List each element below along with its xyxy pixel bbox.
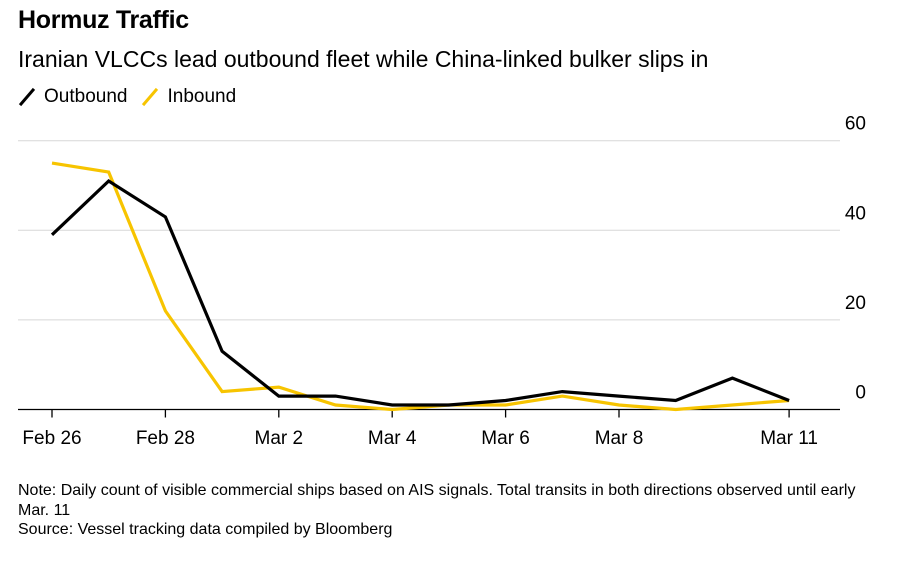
x-tick-label: Feb 26 [22, 428, 81, 449]
grid-lines [18, 140, 840, 321]
y-tick-label: 40 [845, 203, 866, 224]
x-tick-label: Mar 8 [595, 428, 644, 449]
legend-item-outbound: Outbound [18, 86, 127, 108]
legend-label-inbound: Inbound [167, 86, 237, 107]
x-tick-label: Feb 28 [136, 428, 195, 449]
x-tick-label: Mar 6 [481, 428, 530, 449]
y-axis-tick-labels: 0 20 40 60 [845, 114, 866, 404]
legend: Outbound Inbound [18, 85, 250, 109]
legend-label-outbound: Outbound [44, 86, 128, 107]
x-axis-ticks: Feb 26 Feb 28 Mar 2 Mar 4 Mar 6 Mar 8 Mar 11 [22, 409, 818, 449]
footer-note: Note: Daily count of visible commercial … [18, 482, 856, 519]
chart-footer: Note: Daily count of visible commercial … [18, 481, 858, 540]
series-lines [50, 161, 790, 412]
legend-item-inbound: Inbound [141, 86, 236, 108]
x-tick-label: Mar 4 [368, 428, 417, 449]
chart-subtitle: Iranian VLCCs lead outbound fleet while … [18, 46, 709, 72]
y-tick-label: 0 [855, 383, 866, 404]
chart-title: Hormuz Traffic [18, 6, 189, 34]
x-tick-label: Mar 11 [760, 428, 818, 449]
footer-source: Source: Vessel tracking data compiled by… [18, 521, 393, 538]
series-line-inbound [51, 161, 790, 412]
y-tick-label: 20 [845, 293, 866, 314]
x-tick-label: Mar 2 [255, 428, 304, 449]
legend-swatch-inbound [142, 87, 159, 107]
series-line-outbound [50, 178, 790, 407]
y-tick-label: 60 [845, 114, 866, 135]
legend-swatch-outbound [18, 87, 36, 107]
